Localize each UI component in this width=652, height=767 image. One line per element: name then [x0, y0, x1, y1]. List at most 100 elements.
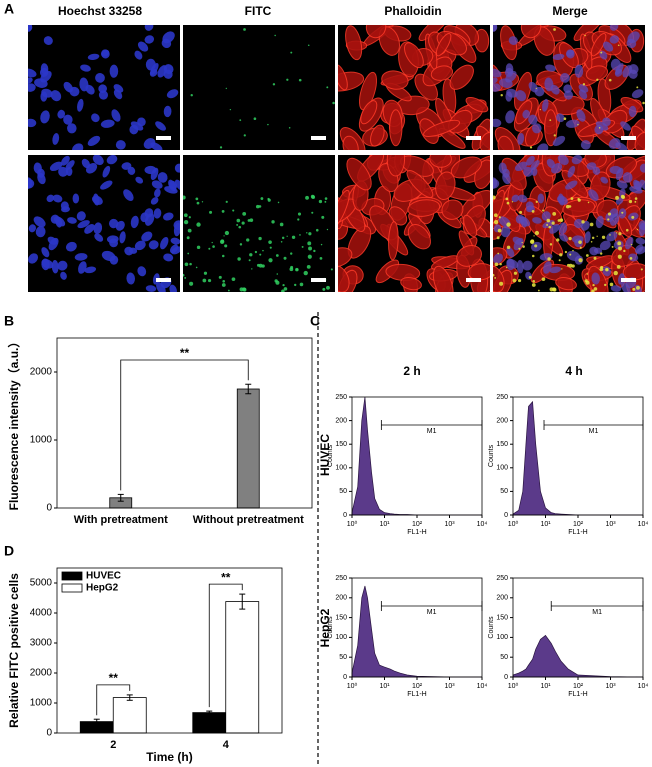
micrograph [183, 25, 335, 150]
nucleus [150, 142, 163, 150]
nucleus [522, 260, 533, 271]
fitc-spot [511, 201, 514, 203]
nucleus [543, 261, 552, 274]
fitc-spot [324, 200, 327, 203]
nucleus [631, 89, 644, 99]
fitc-spot [223, 235, 225, 237]
nucleus [505, 110, 515, 124]
x-tick-label: Without pretreatment [193, 514, 304, 526]
fitc-spot [301, 245, 304, 248]
nucleus [620, 121, 631, 131]
histogram-area [351, 585, 482, 678]
image-content [190, 28, 335, 149]
nucleus [526, 155, 535, 166]
nucleus [636, 246, 645, 255]
fitc-spot [227, 289, 230, 292]
fitc-spot [219, 239, 225, 244]
significance-bracket [120, 359, 249, 491]
y-tick-label: 50 [500, 654, 508, 661]
actin [346, 157, 372, 191]
fitc-spot [288, 127, 291, 129]
actin [463, 214, 478, 238]
image-content [28, 155, 180, 292]
nucleus [113, 84, 124, 93]
fitc-spot [634, 197, 638, 200]
fitc-spot [277, 201, 280, 204]
nucleus [52, 133, 60, 145]
fitc-spot [640, 268, 643, 271]
column-header: Merge [552, 4, 588, 18]
nucleus [565, 180, 578, 190]
nucleus [100, 180, 113, 190]
nucleus [115, 220, 125, 231]
fitc-spot [636, 86, 639, 89]
histogram-area [512, 400, 643, 516]
plot-frame [351, 396, 483, 516]
fitc-spot [519, 210, 523, 214]
x-tick-label: 10⁰ [508, 682, 519, 690]
fitc-spot [593, 256, 597, 260]
nucleus [610, 58, 621, 71]
fitc-spot [616, 264, 621, 269]
nucleus [537, 143, 549, 150]
fitc-spot [513, 271, 518, 275]
x-tick-label: 10⁰ [347, 520, 358, 528]
nucleus [615, 63, 624, 75]
fitc-spot [295, 267, 299, 272]
fitc-spot [611, 245, 614, 248]
histogram-area [512, 634, 644, 678]
fitc-spot [290, 252, 293, 255]
nucleus [559, 233, 569, 242]
nucleus [502, 168, 510, 178]
actin [430, 65, 454, 81]
y-tick-label: 250 [496, 575, 508, 582]
fitc-spot [189, 281, 194, 286]
fitc-spot [563, 117, 567, 121]
fitc-spot [585, 254, 589, 257]
nucleus [170, 237, 180, 245]
nucleus [508, 36, 518, 45]
actin [479, 131, 490, 150]
fitc-spot [642, 101, 645, 105]
nucleus [542, 220, 555, 229]
actin [585, 65, 609, 81]
nucleus [599, 240, 611, 251]
nucleus [76, 211, 86, 221]
nucleus [578, 84, 589, 93]
fitc-spot [303, 270, 308, 276]
fitc-spot [553, 134, 556, 137]
fitc-spot [294, 283, 297, 287]
nucleus [552, 53, 565, 61]
micrograph [338, 25, 490, 150]
fitc-spot [255, 204, 260, 209]
fitc-spot [585, 280, 590, 285]
fitc-spot [275, 254, 279, 257]
nucleus [50, 90, 62, 102]
nucleus [506, 259, 519, 269]
nucleus [493, 77, 498, 85]
fitc-spot [549, 243, 553, 246]
y-tick-label: 0 [46, 728, 52, 739]
fitc-spot [568, 236, 572, 241]
nucleus [493, 68, 502, 78]
fitc-spot [259, 253, 262, 256]
actin [441, 199, 464, 220]
nucleus [532, 217, 542, 224]
fitc-spot [275, 280, 280, 285]
nucleus [156, 282, 166, 292]
nucleus [169, 284, 177, 292]
micrograph [493, 155, 645, 292]
actin [456, 244, 482, 267]
nucleus [129, 124, 139, 135]
y-tick-label: 0 [343, 674, 347, 681]
fitc-spot [498, 216, 501, 219]
fitc-spot [187, 228, 192, 233]
fitc-spot [188, 216, 191, 219]
nucleus [541, 211, 551, 221]
nucleus [594, 124, 604, 135]
nucleus [560, 73, 570, 83]
nucleus [154, 188, 161, 198]
fitc-spot [591, 289, 595, 292]
nucleus [41, 88, 53, 98]
nucleus [150, 63, 159, 75]
